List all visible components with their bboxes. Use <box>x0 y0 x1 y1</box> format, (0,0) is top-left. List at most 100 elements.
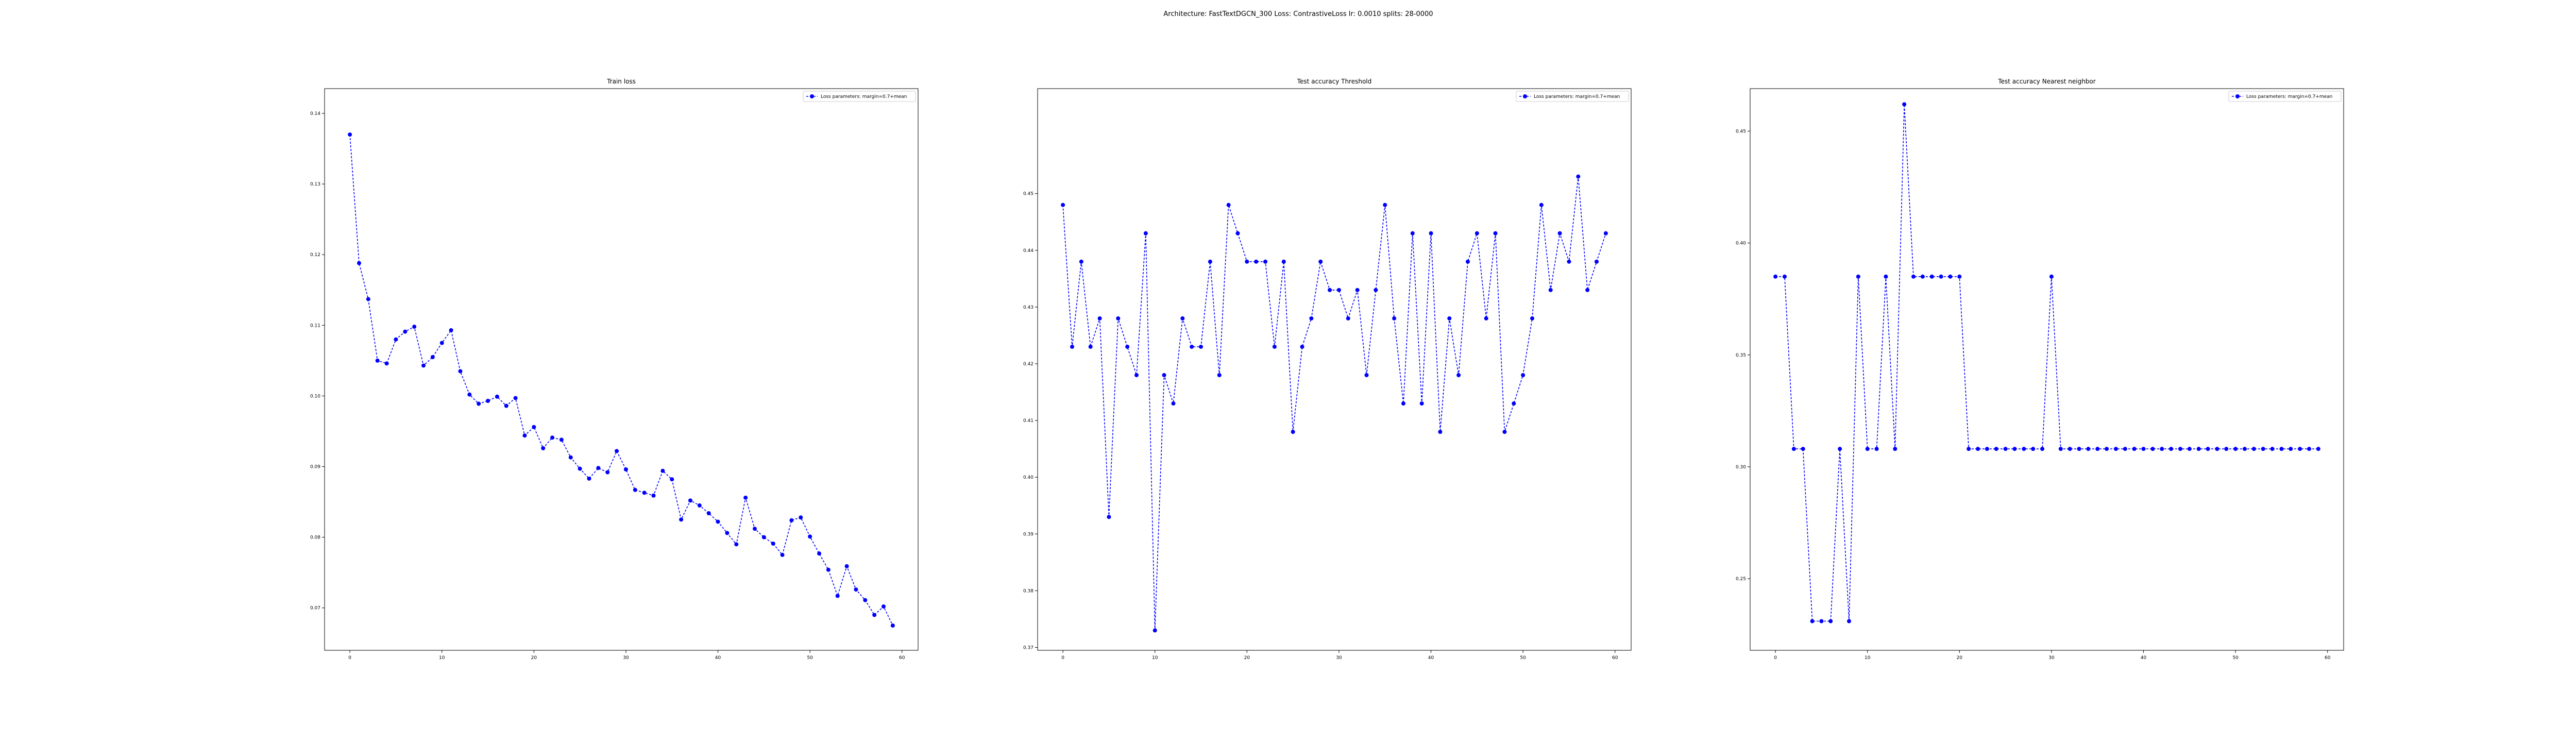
x-tick-label: 0 <box>1774 655 1777 661</box>
data-point <box>1948 274 1953 279</box>
data-point <box>2095 447 2100 451</box>
data-point <box>477 401 481 406</box>
data-point <box>1346 316 1350 321</box>
data-point <box>2132 447 2137 451</box>
data-point <box>1410 231 1415 235</box>
data-point <box>1530 316 1534 321</box>
data-point <box>670 477 674 482</box>
data-point <box>780 552 785 557</box>
x-tick-label: 40 <box>715 655 721 661</box>
y-tick-label: 0.39 <box>1023 532 1033 537</box>
x-tick-label: 30 <box>623 655 629 661</box>
data-point <box>2178 447 2182 451</box>
data-point <box>1939 274 1943 279</box>
data-point <box>559 437 564 442</box>
x-tick-label: 10 <box>1152 655 1158 661</box>
data-point <box>2251 447 2256 451</box>
data-point <box>605 470 610 475</box>
data-point <box>486 399 490 403</box>
y-tick-label: 0.37 <box>1023 645 1033 650</box>
y-tick-label: 0.44 <box>1023 248 1033 254</box>
figure-title: Architecture: FastTextDGCN_300 Loss: Con… <box>1163 10 1433 18</box>
data-point <box>1383 203 1387 207</box>
data-point <box>2298 447 2302 451</box>
data-point <box>1419 401 1424 406</box>
data-point <box>384 361 389 366</box>
x-tick-label: 50 <box>1520 655 1526 661</box>
data-point <box>826 567 831 572</box>
data-point <box>1199 344 1204 349</box>
y-tick-label: 0.38 <box>1023 588 1033 594</box>
y-tick-label: 0.42 <box>1023 362 1033 367</box>
data-point <box>1874 447 1879 451</box>
data-point <box>2123 447 2127 451</box>
data-point <box>1162 373 1166 378</box>
data-point <box>1512 401 1516 406</box>
data-point <box>1567 259 1571 264</box>
data-point <box>2022 447 2026 451</box>
y-tick-label: 0.40 <box>1023 475 1033 480</box>
x-tick-label: 50 <box>2232 655 2239 661</box>
data-point <box>716 519 720 524</box>
data-point <box>808 534 812 539</box>
data-point <box>1392 316 1397 321</box>
y-tick-label: 0.45 <box>1736 129 1746 134</box>
y-tick-label: 0.14 <box>310 111 320 116</box>
data-point <box>863 598 868 602</box>
data-point <box>1967 447 1971 451</box>
data-point <box>1254 259 1259 264</box>
data-point <box>1291 430 1295 434</box>
data-point <box>882 604 886 609</box>
data-point <box>642 491 647 495</box>
data-point <box>1521 373 1526 378</box>
data-point <box>1557 231 1562 235</box>
chart-title: Test accuracy Threshold <box>1297 78 1372 85</box>
data-point <box>660 468 665 473</box>
data-point <box>1171 401 1176 406</box>
data-point <box>504 403 509 408</box>
data-point <box>394 337 398 342</box>
legend-marker <box>1523 94 1527 98</box>
y-tick-label: 0.45 <box>1023 192 1033 197</box>
data-point <box>1070 344 1074 349</box>
x-tick-label: 40 <box>1428 655 1434 661</box>
data-point <box>679 517 684 522</box>
data-point <box>623 467 628 472</box>
y-tick-label: 0.10 <box>310 394 320 399</box>
y-tick-label: 0.12 <box>310 252 320 258</box>
legend-label: Loss parameters: margin=0.7+mean <box>2246 94 2332 99</box>
data-point <box>587 476 591 481</box>
data-point <box>1235 231 1240 235</box>
chart-title: Train loss <box>606 78 636 85</box>
data-point <box>2215 447 2219 451</box>
data-point <box>752 527 757 531</box>
data-point <box>1208 259 1212 264</box>
data-point <box>1355 288 1360 292</box>
data-point <box>633 487 637 492</box>
data-point <box>1374 288 1378 292</box>
data-point <box>1364 373 1369 378</box>
data-point <box>1985 447 1989 451</box>
data-point <box>2270 447 2275 451</box>
data-point <box>467 392 472 397</box>
data-point <box>1838 447 1842 451</box>
data-point <box>1245 259 1249 264</box>
data-point <box>854 587 858 592</box>
y-tick-label: 0.07 <box>310 606 320 611</box>
data-point <box>439 341 444 345</box>
data-point <box>1465 259 1470 264</box>
data-point <box>835 594 840 598</box>
data-point <box>458 369 463 374</box>
data-point <box>1190 344 1194 349</box>
data-point <box>1097 316 1102 321</box>
data-point <box>2113 447 2118 451</box>
data-point <box>1893 447 1897 451</box>
data-point <box>1819 619 1824 623</box>
legend-box <box>2228 91 2342 102</box>
y-tick-label: 0.43 <box>1023 305 1033 310</box>
legend-marker <box>2235 94 2240 98</box>
legend-label: Loss parameters: margin=0.7+mean <box>821 94 907 99</box>
data-point <box>706 511 711 516</box>
data-point <box>495 394 499 399</box>
